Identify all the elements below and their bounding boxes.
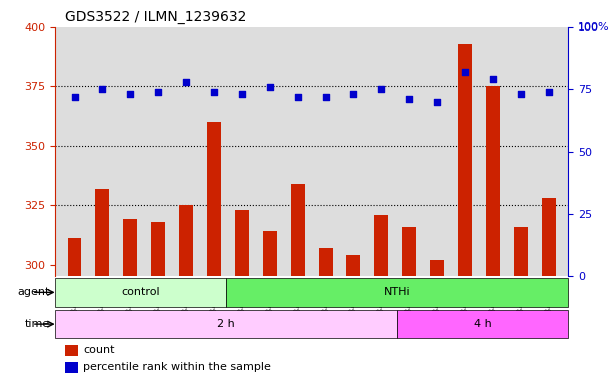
Bar <box>123 219 137 276</box>
Text: agent: agent <box>18 287 50 297</box>
Point <box>209 89 219 95</box>
Point <box>293 94 302 100</box>
Text: count: count <box>83 345 115 355</box>
Bar <box>291 184 305 276</box>
Bar <box>318 248 332 276</box>
Point <box>348 91 358 98</box>
Bar <box>346 255 360 276</box>
Bar <box>542 198 555 276</box>
Bar <box>235 210 249 276</box>
Point <box>321 94 331 100</box>
Point <box>181 79 191 85</box>
Point <box>70 94 79 100</box>
Point <box>376 86 386 92</box>
Bar <box>430 260 444 276</box>
Point <box>237 91 247 98</box>
Point <box>98 86 108 92</box>
Bar <box>65 346 78 356</box>
Text: percentile rank within the sample: percentile rank within the sample <box>83 361 271 371</box>
Point <box>544 89 554 95</box>
Point <box>153 89 163 95</box>
Bar <box>207 122 221 276</box>
FancyBboxPatch shape <box>226 278 568 307</box>
Bar <box>152 222 165 276</box>
Point <box>488 76 498 83</box>
Bar <box>375 215 389 276</box>
Bar <box>263 231 277 276</box>
Point <box>404 96 414 103</box>
Point <box>460 69 470 75</box>
Point <box>265 84 275 90</box>
Bar <box>95 189 109 276</box>
Bar <box>458 43 472 276</box>
Bar <box>179 205 193 276</box>
Bar <box>486 86 500 276</box>
Bar <box>65 362 78 373</box>
Text: control: control <box>121 287 160 297</box>
Text: 2 h: 2 h <box>217 319 235 329</box>
Y-axis label: 100%: 100% <box>578 22 610 32</box>
Bar <box>402 227 416 276</box>
FancyBboxPatch shape <box>55 278 226 307</box>
Bar <box>68 238 81 276</box>
Point <box>516 91 525 98</box>
FancyBboxPatch shape <box>397 310 568 338</box>
Point <box>432 99 442 105</box>
Text: 4 h: 4 h <box>474 319 492 329</box>
Text: time: time <box>24 319 50 329</box>
Text: NTHi: NTHi <box>384 287 411 297</box>
Bar <box>514 227 528 276</box>
Point <box>125 91 135 98</box>
Text: GDS3522 / ILMN_1239632: GDS3522 / ILMN_1239632 <box>65 10 247 25</box>
FancyBboxPatch shape <box>55 310 397 338</box>
